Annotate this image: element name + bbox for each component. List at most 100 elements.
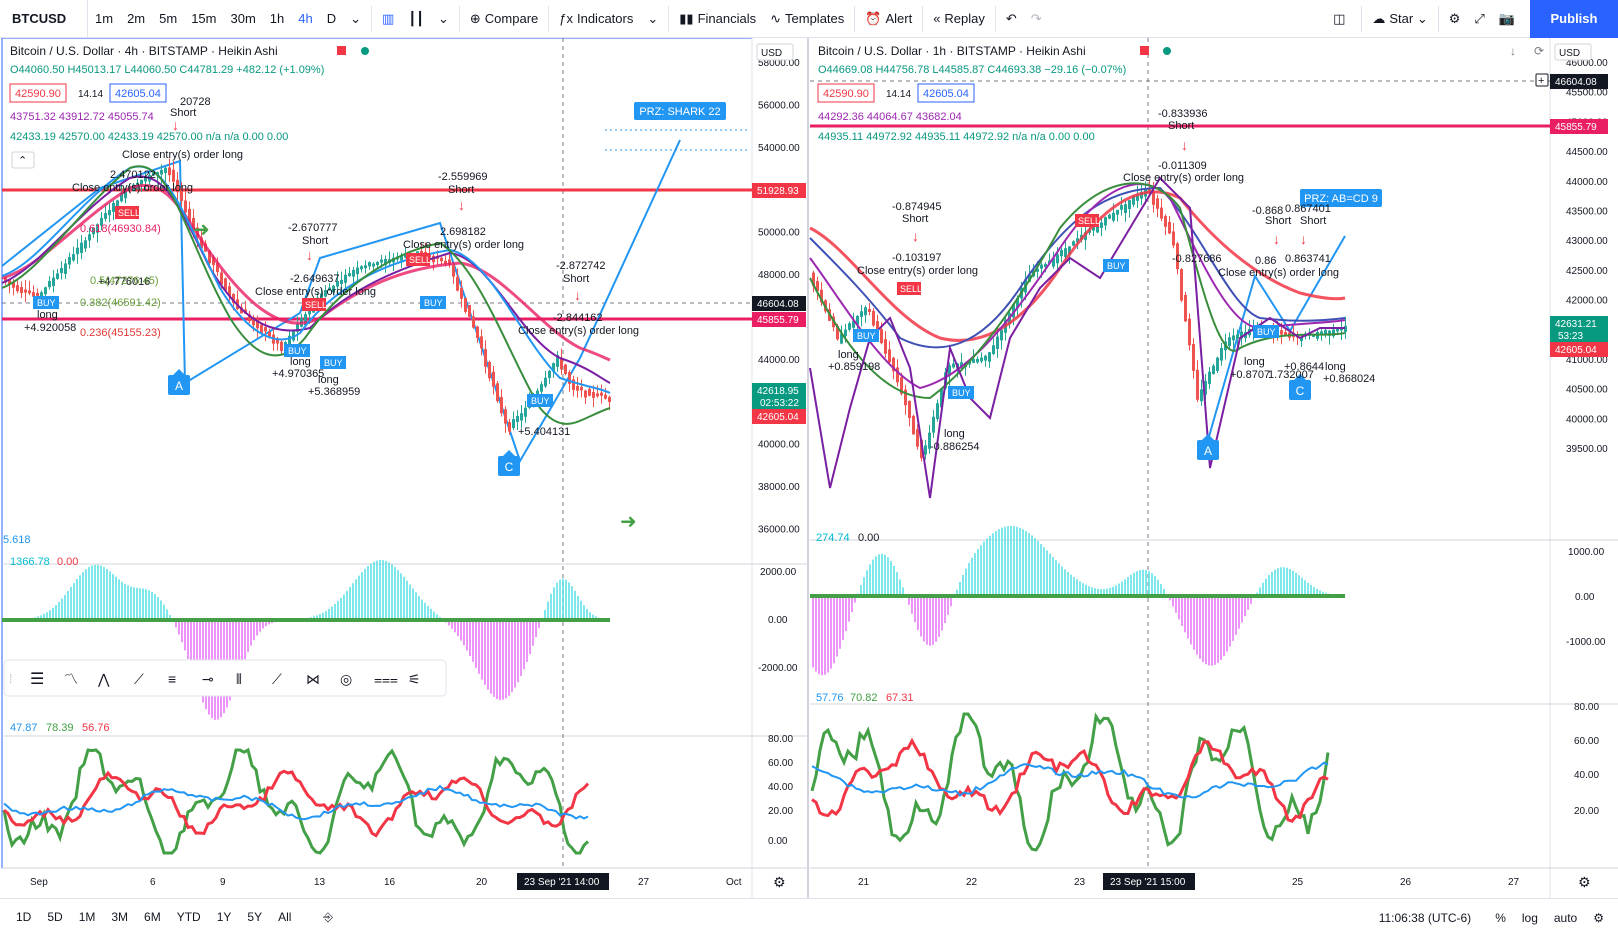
candle-style-icon[interactable]: ┃┃ <box>401 0 431 38</box>
fib-spiral-icon[interactable]: ◎ <box>340 671 352 687</box>
histogram-bar <box>1136 571 1138 596</box>
trend-line-icon[interactable]: ⟋ <box>134 671 144 687</box>
svg-text:42590.90: 42590.90 <box>15 88 61 100</box>
svg-text:PRZ: SHARK 22: PRZ: SHARK 22 <box>639 106 720 118</box>
interval-2m[interactable]: 2m <box>120 0 152 38</box>
fullscreen-icon[interactable]: ⤢ <box>1467 0 1491 38</box>
publish-button[interactable]: Publish <box>1530 0 1618 38</box>
histogram-bar <box>412 589 414 620</box>
right-price-axis[interactable]: 46000.0045500.0045000.0044500.0044000.00… <box>1566 58 1608 455</box>
symbol-search[interactable]: BTCUSD <box>0 0 88 38</box>
candle-body <box>860 311 863 317</box>
range-3m[interactable]: 3M <box>103 910 136 924</box>
svg-text:1366.78: 1366.78 <box>10 556 50 568</box>
price-tick-label: 39500.00 <box>1566 444 1608 455</box>
horizontal-ray-icon[interactable]: ⊸ <box>202 671 214 687</box>
interval-15m[interactable]: 15m <box>184 0 223 38</box>
scroll-down-arrow-icon[interactable]: ↓ <box>1510 44 1516 58</box>
restore-icon[interactable]: ⟳ <box>1534 44 1544 58</box>
right-settings-gear-icon[interactable]: ⚙ <box>1578 874 1591 890</box>
right-macd-histogram <box>812 526 1345 675</box>
alert-button[interactable]: ⏰Alert <box>858 0 919 38</box>
divider <box>459 6 460 32</box>
clock-time[interactable]: 11:06:38 (UTC-6) <box>1371 911 1479 925</box>
templates-button[interactable]: ∿Templates <box>763 0 851 38</box>
candle-body <box>984 356 987 361</box>
charts-svg[interactable]: A C A C PRZ: SHARK 22 PRZ: AB=CD 9 ➜ ➜ 2… <box>0 38 1618 898</box>
histogram-bar <box>1127 577 1129 596</box>
pitchfork-icon[interactable]: ⩶ <box>374 671 398 687</box>
layout-icon[interactable]: ◫ <box>1326 0 1352 38</box>
auto-toggle[interactable]: auto <box>1546 911 1585 925</box>
interval-4h[interactable]: 4h <box>291 0 319 38</box>
star-button[interactable]: ☁Star ⌄ <box>1365 0 1434 38</box>
annotation: +4.920058 <box>24 322 76 334</box>
svg-text:+0.8644: +0.8644 <box>1284 361 1324 373</box>
interval-30m[interactable]: 30m <box>223 0 262 38</box>
interval-1m[interactable]: 1m <box>88 0 120 38</box>
histogram-bar <box>571 586 573 620</box>
histogram-bar <box>532 620 534 646</box>
gear-icon[interactable]: ⚙ <box>1585 911 1618 925</box>
indicators-dropdown-icon[interactable]: ⌄ <box>640 0 665 38</box>
candle-body <box>492 372 495 387</box>
svg-text:26: 26 <box>1400 877 1412 888</box>
range-5d[interactable]: 5D <box>39 910 70 924</box>
range-1d[interactable]: 1D <box>0 910 39 924</box>
range-all[interactable]: All <box>270 910 299 924</box>
long-position-icon[interactable]: ⫴ <box>236 671 242 687</box>
candle-body <box>1164 216 1167 227</box>
histogram-bar <box>899 579 901 596</box>
ray-icon[interactable]: ⟋ <box>272 671 282 687</box>
camera-icon[interactable]: 📷 <box>1492 0 1522 38</box>
log-toggle[interactable]: log <box>1514 911 1546 925</box>
candle-body <box>1220 348 1223 361</box>
compare-button[interactable]: ⊕Compare <box>463 0 545 38</box>
histogram-bar <box>923 596 925 641</box>
svg-text:Close entry(s) order long: Close entry(s) order long <box>1123 172 1244 184</box>
candle-body <box>1040 265 1043 269</box>
fib-retracement-icon[interactable]: ≡ <box>168 671 176 687</box>
range-1m[interactable]: 1M <box>71 910 104 924</box>
candle-body <box>368 262 371 266</box>
svg-text:BUY: BUY <box>288 346 307 356</box>
range-ytd[interactable]: YTD <box>169 910 209 924</box>
gear-icon[interactable]: ⚙ <box>1442 0 1468 38</box>
range-1y[interactable]: 1Y <box>209 910 240 924</box>
svg-text:BUY: BUY <box>857 331 876 341</box>
interval-d[interactable]: D <box>320 0 343 38</box>
interval-1h[interactable]: 1h <box>263 0 291 38</box>
settings-sliders-icon[interactable]: ⚟ <box>408 671 421 687</box>
abcd-pattern-icon[interactable]: ⋀ <box>97 671 110 687</box>
candle-body <box>592 392 595 398</box>
histogram-bar <box>1079 581 1081 596</box>
go-to-date-icon[interactable]: ⎆ <box>315 910 341 925</box>
histogram-bar <box>818 596 820 674</box>
candle-body <box>604 395 607 399</box>
interval-dropdown-icon[interactable]: ⌄ <box>343 0 368 38</box>
redo-icon[interactable]: ↷ <box>1024 0 1049 38</box>
histogram-bar <box>830 596 832 669</box>
elliott-wave-icon[interactable]: 〽 <box>64 671 78 687</box>
chart-area[interactable]: A C A C PRZ: SHARK 22 PRZ: AB=CD 9 ➜ ➜ 2… <box>0 38 1618 898</box>
percent-toggle[interactable]: % <box>1487 911 1514 925</box>
candle-body <box>564 365 567 374</box>
replay-button[interactable]: «Replay <box>926 0 992 38</box>
bar-style-icon[interactable]: ▥ <box>375 0 401 38</box>
drag-handle-icon[interactable]: ⁞ <box>9 672 12 686</box>
range-6m[interactable]: 6M <box>136 910 169 924</box>
svg-text:↓: ↓ <box>306 247 313 263</box>
svg-text:40.00: 40.00 <box>768 782 793 793</box>
xabcd-pattern-icon[interactable]: ⋈ <box>306 671 320 687</box>
lines-tool-icon[interactable]: ☰ <box>30 671 44 688</box>
interval-5m[interactable]: 5m <box>152 0 184 38</box>
chart-type-dropdown-icon[interactable]: ⌄ <box>431 0 456 38</box>
financials-button[interactable]: ▮▮Financials <box>672 0 763 38</box>
left-settings-gear-icon[interactable]: ⚙ <box>773 874 786 890</box>
histogram-bar <box>1187 596 1189 638</box>
svg-text:SELL: SELL <box>900 284 922 294</box>
range-5y[interactable]: 5Y <box>239 910 270 924</box>
candle-body <box>1116 210 1119 215</box>
undo-icon[interactable]: ↶ <box>999 0 1024 38</box>
